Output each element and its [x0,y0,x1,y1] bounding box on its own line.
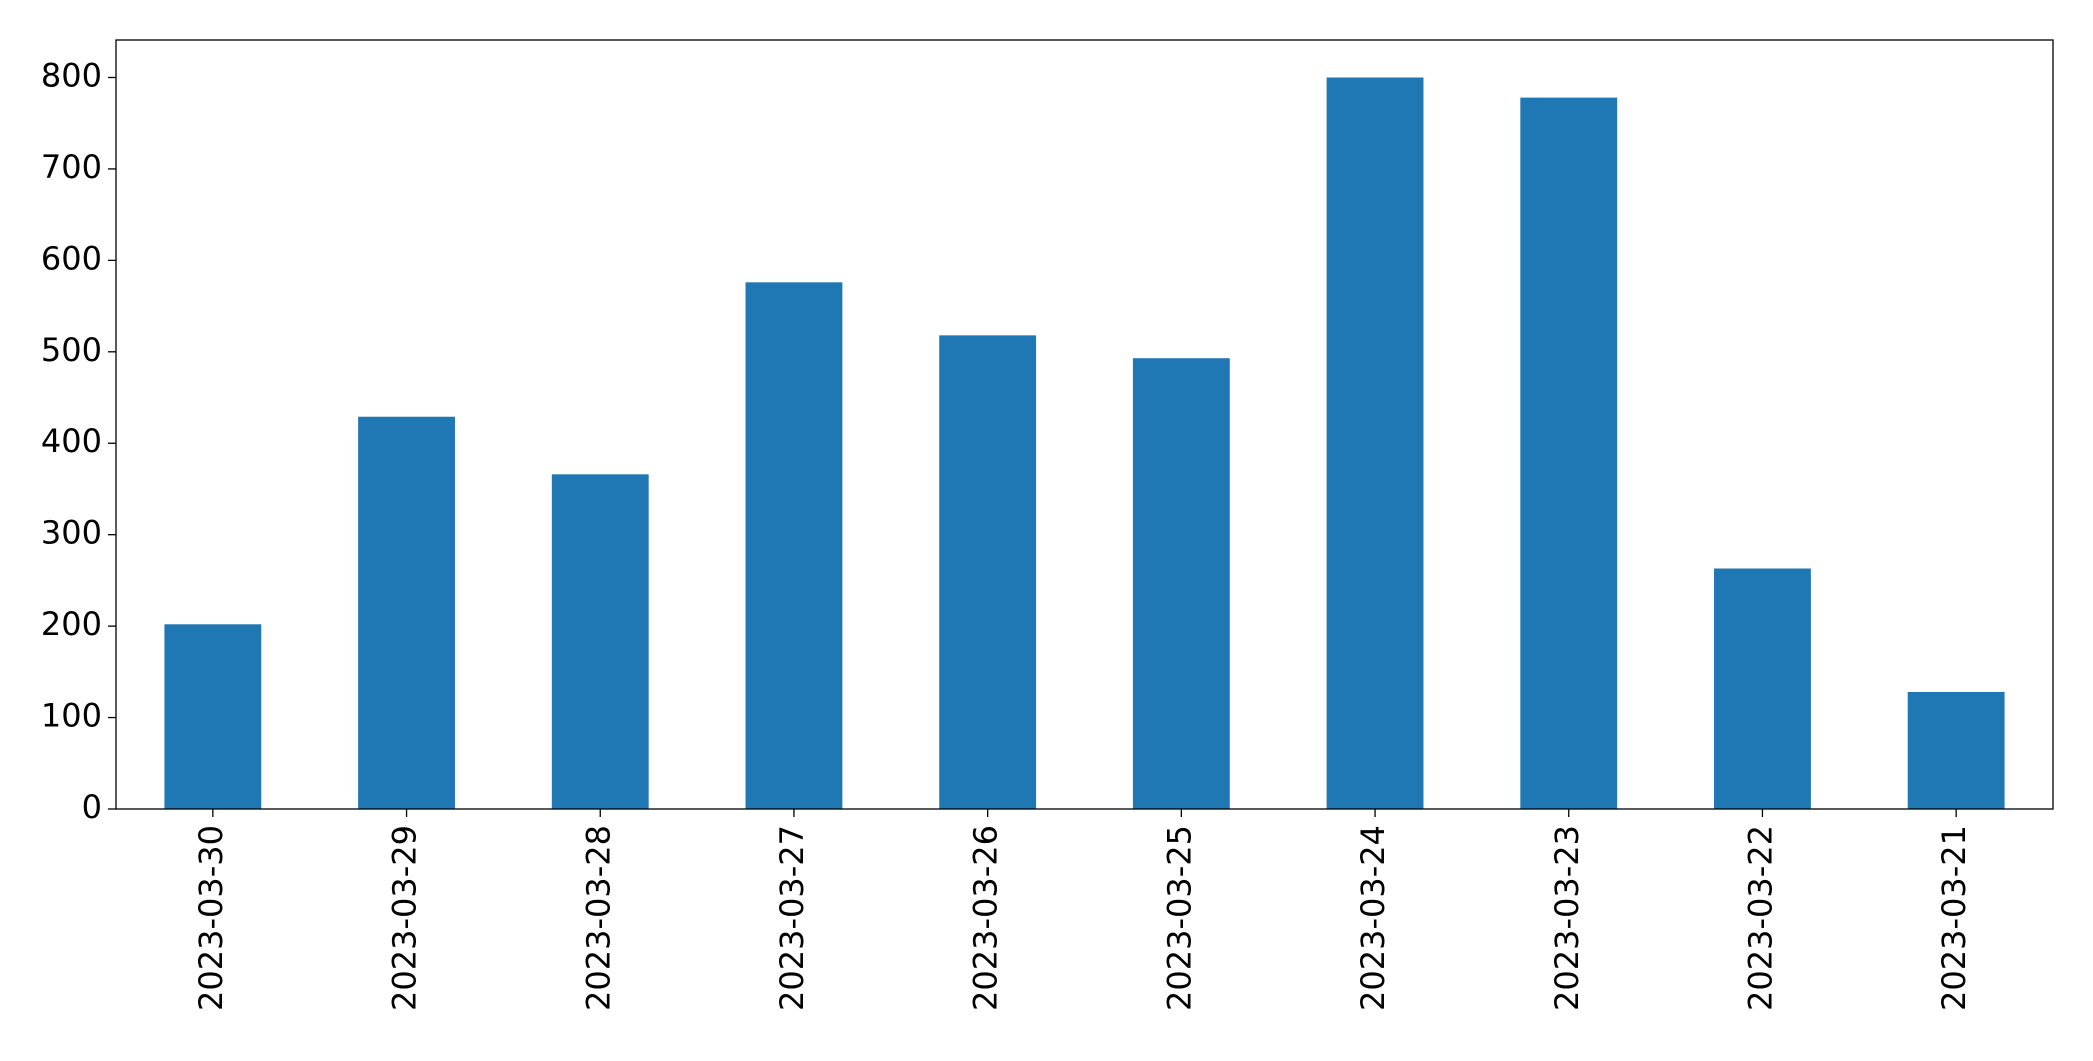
bar [1714,568,1811,809]
x-tick-label: 2023-03-24 [1354,825,1392,1011]
x-tick-label: 2023-03-30 [192,825,230,1011]
bar [358,416,455,809]
bar [1520,97,1618,809]
x-tick-label: 2023-03-29 [386,825,424,1011]
y-tick-label: 300 [41,514,102,552]
y-tick-label: 400 [41,422,102,460]
x-tick-label: 2023-03-22 [1741,825,1779,1011]
y-tick-label: 500 [41,331,102,369]
bar [939,335,1037,809]
x-tick-label: 2023-03-27 [773,825,811,1011]
x-tick-label: 2023-03-28 [579,825,617,1011]
bar [1907,691,2005,809]
x-tick-label: 2023-03-23 [1548,825,1586,1011]
y-tick-label: 600 [41,239,102,277]
y-tick-label: 800 [41,56,102,94]
bar [1132,358,1230,809]
bar [164,624,262,809]
plot-frame [115,39,2054,810]
y-tick-label: 700 [41,148,102,186]
x-tick-label: 2023-03-21 [1935,825,1973,1011]
y-tick-label: 200 [41,605,102,643]
bar [1326,77,1424,810]
x-tick-label: 2023-03-26 [967,825,1005,1011]
bar [745,282,843,809]
bar [551,474,649,809]
x-tick-label: 2023-03-25 [1160,825,1198,1011]
y-tick-label: 100 [41,697,102,735]
y-tick-label: 0 [82,788,102,826]
